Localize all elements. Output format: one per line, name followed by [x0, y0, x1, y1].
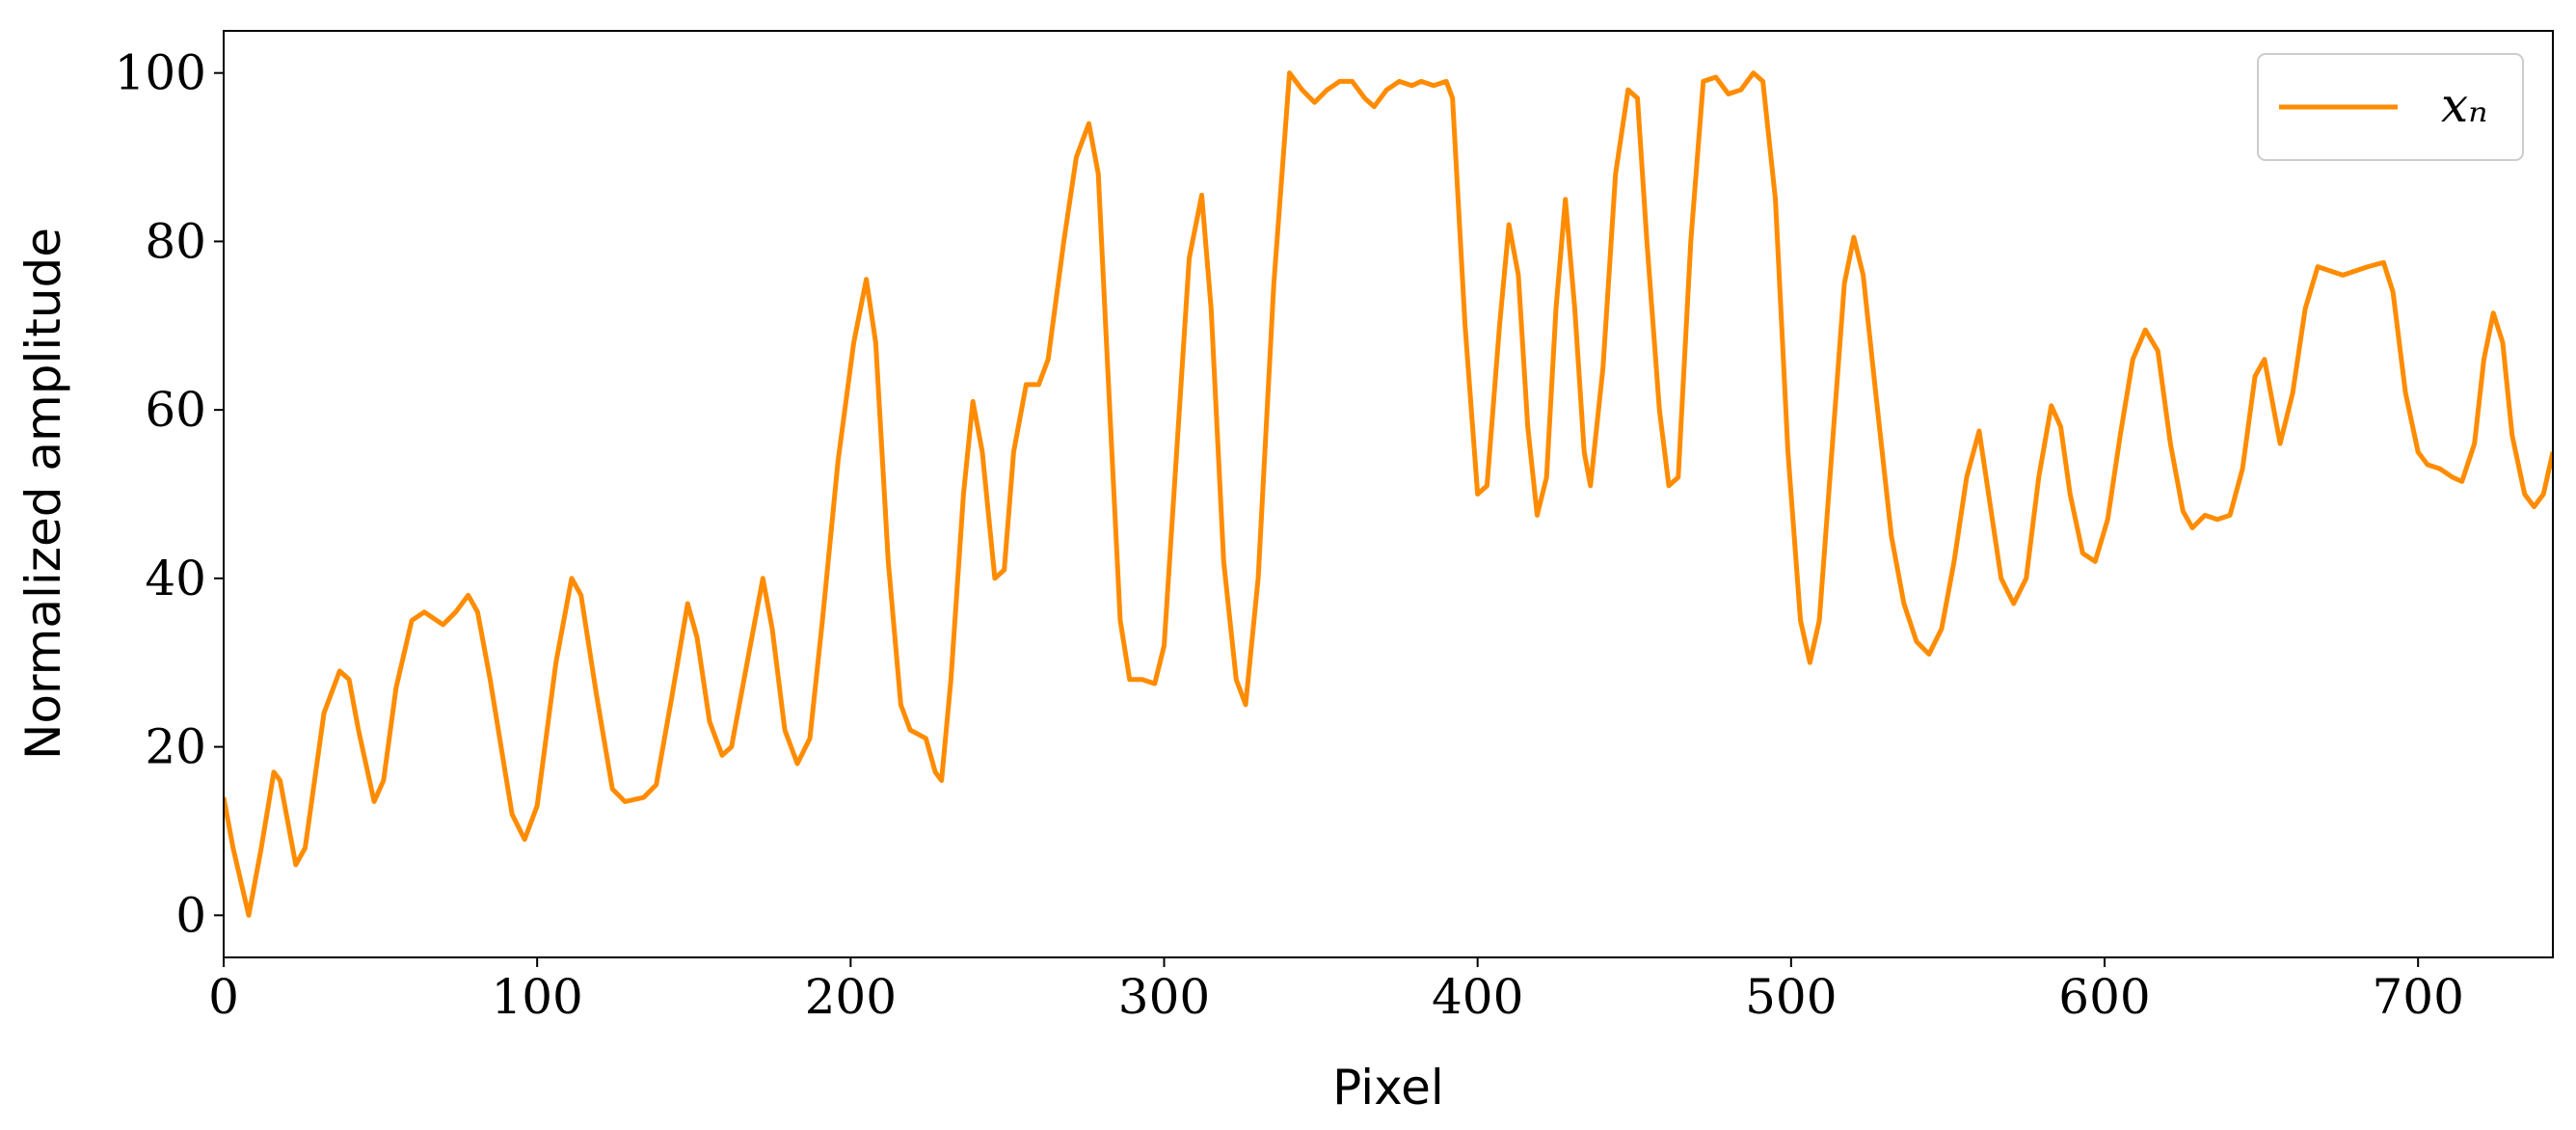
data-line: [224, 70, 2553, 918]
y-tick-label: 60: [145, 382, 206, 438]
x-tick-label: 500: [1745, 969, 1837, 1025]
y-tick-label: 0: [175, 887, 206, 943]
x-tick-label: 100: [491, 969, 582, 1025]
x-tick-label: 300: [1118, 969, 1210, 1025]
y-axis-label: Normalized amplitude: [15, 228, 71, 760]
x-tick-label: 700: [2372, 969, 2463, 1025]
x-tick-label: 200: [805, 969, 897, 1025]
y-tick-label: 80: [145, 213, 206, 269]
x-axis-label: Pixel: [1332, 1060, 1444, 1116]
x-tick-label: 600: [2058, 969, 2150, 1025]
y-tick-label: 100: [115, 45, 206, 101]
y-tick-label: 40: [145, 551, 206, 606]
legend-label: xₙ: [2441, 77, 2487, 133]
y-tick-label: 20: [145, 719, 206, 775]
x-tick-label: 400: [1432, 969, 1523, 1025]
plot-frame: [223, 30, 2554, 958]
x-tick-label: 0: [208, 969, 239, 1025]
